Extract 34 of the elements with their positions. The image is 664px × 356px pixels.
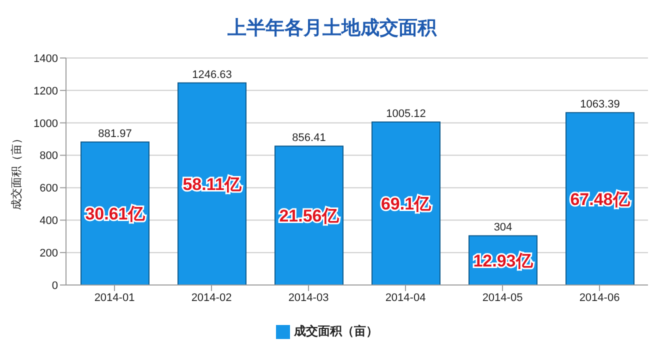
annotation: 58.11亿	[182, 174, 242, 194]
data-label: 1005.12	[386, 108, 426, 120]
data-label: 1063.39	[580, 98, 620, 111]
data-label: 1246.63	[192, 68, 232, 81]
data-label: 304	[494, 222, 512, 234]
bar	[80, 141, 150, 285]
x-tick-label: 2014-05	[482, 292, 523, 304]
data-label: 856.41	[292, 132, 326, 144]
x-tick-label: 2014-04	[385, 292, 426, 304]
x-tick-label: 2014-02	[191, 292, 232, 304]
annotation: 21.56亿	[279, 206, 340, 226]
annotation: 30.61亿	[85, 204, 146, 224]
x-tick-label: 2014-01	[94, 292, 135, 304]
y-tick-label: 200	[40, 247, 58, 260]
bar	[274, 146, 344, 285]
y-tick-label: 1000	[34, 118, 58, 130]
bar	[566, 112, 634, 285]
x-tick-label: 2014-06	[579, 292, 620, 304]
bar	[178, 82, 246, 285]
y-tick-label: 800	[40, 150, 58, 162]
y-tick-label: 1200	[34, 85, 58, 98]
data-label: 881.97	[98, 128, 132, 140]
legend-label: 成交面积（亩）	[294, 324, 378, 338]
annotation: 67.48亿	[570, 190, 631, 209]
y-tick-label: 0	[52, 280, 58, 292]
annotation: 69.1亿	[380, 194, 432, 214]
bar	[372, 122, 440, 285]
chart-title: 上半年各月土地成交面积	[226, 16, 438, 41]
y-tick-label: 1400	[34, 52, 58, 65]
y-axis-title: 成交面积（亩）	[10, 133, 23, 210]
y-tick-label: 600	[40, 182, 58, 195]
y-tick-label: 400	[40, 215, 58, 228]
annotation: 12.93亿	[473, 251, 534, 270]
x-tick-label: 2014-03	[288, 292, 329, 304]
